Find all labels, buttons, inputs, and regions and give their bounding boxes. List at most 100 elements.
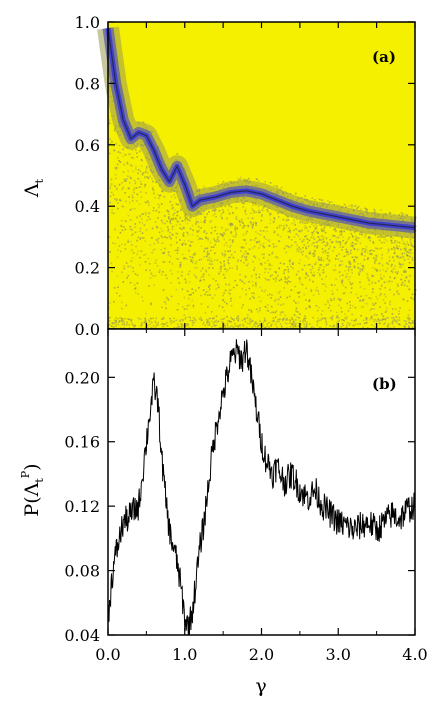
noise-speck xyxy=(115,177,117,180)
noise-speck xyxy=(255,281,257,284)
panel-b-ticks: 0.040.080.120.160.200.0 1.0 2.0 3.0 4.0 xyxy=(64,329,428,664)
noise-speck xyxy=(372,304,375,306)
noise-speck xyxy=(241,256,243,259)
noise-speck xyxy=(203,247,206,250)
noise-speck xyxy=(358,273,360,276)
noise-speck xyxy=(244,210,246,213)
noise-speck xyxy=(130,320,132,322)
noise-speck xyxy=(128,327,130,329)
noise-speck xyxy=(148,284,150,287)
noise-speck xyxy=(190,241,192,243)
noise-speck xyxy=(383,323,385,325)
noise-speck xyxy=(139,170,142,173)
noise-speck xyxy=(162,325,164,328)
noise-speck xyxy=(245,242,247,245)
noise-speck xyxy=(152,188,154,190)
noise-speck xyxy=(402,263,404,266)
noise-speck xyxy=(243,224,245,227)
noise-speck xyxy=(404,269,406,272)
noise-speck xyxy=(286,281,289,283)
noise-speck xyxy=(258,247,260,249)
noise-speck xyxy=(158,204,161,207)
noise-speck xyxy=(244,208,247,211)
noise-speck xyxy=(231,241,234,243)
noise-speck xyxy=(312,253,314,255)
noise-speck xyxy=(259,273,261,276)
noise-speck xyxy=(133,187,135,190)
noise-speck xyxy=(390,265,393,268)
noise-speck xyxy=(165,303,167,305)
panel-b-ylabel: P(ΛtP) xyxy=(19,463,46,516)
noise-speck xyxy=(247,322,249,325)
noise-speck xyxy=(243,202,245,205)
noise-speck xyxy=(161,221,164,224)
noise-speck xyxy=(348,236,351,239)
noise-speck xyxy=(164,222,166,225)
noise-speck xyxy=(285,219,288,222)
noise-speck xyxy=(131,244,133,246)
noise-speck xyxy=(200,318,202,321)
noise-speck xyxy=(232,256,235,259)
noise-speck xyxy=(405,320,407,323)
noise-speck xyxy=(350,283,352,286)
noise-speck xyxy=(144,171,146,174)
noise-speck xyxy=(336,324,338,326)
noise-speck xyxy=(149,269,151,272)
noise-speck xyxy=(199,237,202,240)
noise-speck xyxy=(137,177,140,180)
noise-speck xyxy=(378,322,381,325)
noise-speck xyxy=(145,170,147,173)
noise-speck xyxy=(218,272,220,275)
noise-speck xyxy=(307,275,309,277)
noise-speck xyxy=(169,231,171,234)
noise-speck xyxy=(313,255,315,257)
noise-speck xyxy=(339,275,341,277)
noise-speck xyxy=(250,309,253,312)
noise-speck xyxy=(322,259,325,262)
noise-speck xyxy=(312,236,315,239)
noise-speck xyxy=(119,199,122,202)
noise-speck xyxy=(234,279,236,282)
noise-speck xyxy=(406,253,408,256)
noise-speck xyxy=(411,293,414,296)
noise-speck xyxy=(154,275,157,277)
noise-speck xyxy=(309,306,311,309)
noise-speck xyxy=(384,295,387,298)
noise-speck xyxy=(283,263,285,265)
noise-speck xyxy=(283,247,286,250)
noise-speck xyxy=(124,247,127,250)
noise-speck xyxy=(409,318,411,320)
noise-speck xyxy=(323,250,326,252)
noise-speck xyxy=(152,186,154,189)
noise-speck xyxy=(269,222,271,225)
noise-speck xyxy=(236,227,238,229)
noise-speck xyxy=(357,323,359,325)
noise-speck xyxy=(222,233,224,235)
noise-speck xyxy=(207,259,209,261)
noise-speck xyxy=(279,235,282,238)
noise-speck xyxy=(400,278,403,281)
noise-speck xyxy=(205,232,208,235)
noise-speck xyxy=(237,326,240,328)
noise-speck xyxy=(355,318,357,320)
noise-speck xyxy=(192,259,195,262)
noise-speck xyxy=(126,324,128,326)
noise-speck xyxy=(209,241,212,244)
noise-speck xyxy=(230,297,232,300)
noise-speck xyxy=(203,278,205,281)
noise-speck xyxy=(357,205,360,208)
noise-speck xyxy=(152,249,155,252)
noise-speck xyxy=(305,255,308,257)
noise-speck xyxy=(312,280,314,283)
noise-speck xyxy=(227,209,229,211)
noise-speck xyxy=(283,224,285,227)
noise-speck xyxy=(336,241,339,244)
noise-speck xyxy=(158,195,161,197)
noise-speck xyxy=(376,247,378,250)
noise-speck xyxy=(184,257,186,259)
noise-speck xyxy=(295,241,297,244)
noise-speck xyxy=(221,209,224,211)
noise-speck xyxy=(125,262,128,264)
noise-speck xyxy=(149,323,151,326)
noise-speck xyxy=(330,299,333,302)
